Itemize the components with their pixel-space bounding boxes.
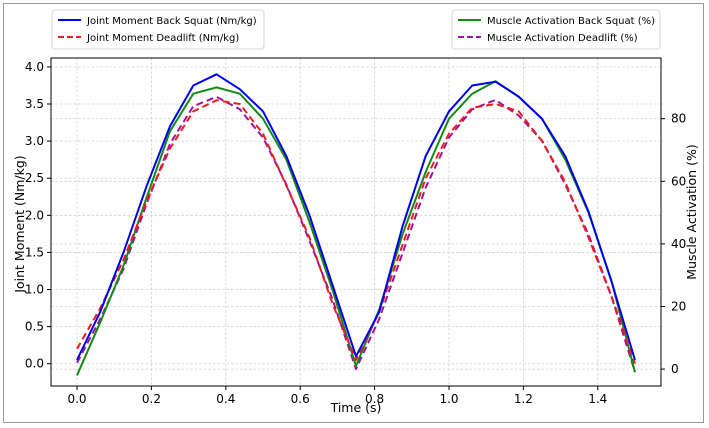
y-tick-label-1: 0.5 xyxy=(25,320,44,334)
y2-tick-label-2: 40 xyxy=(671,237,686,251)
legend-label-deadlift-activation: Muscle Activation Deadlift (%) xyxy=(487,33,638,44)
legend-label-back-squat-activation: Muscle Activation Back Squat (%) xyxy=(487,16,655,27)
y-tick-label-0: 0.0 xyxy=(25,357,44,371)
y-tick-label-6: 3.0 xyxy=(25,134,44,148)
x-tick-label-3: 0.6 xyxy=(291,392,310,406)
x-tick-label-4: 0.8 xyxy=(365,392,384,406)
x-axis-label: Time (s) xyxy=(330,400,382,415)
y2-axis-label: Muscle Activation (%) xyxy=(684,144,699,279)
y-tick-label-7: 3.5 xyxy=(25,97,44,111)
chart-frame: 0.0 0.2 0.4 0.6 0.8 1.0 1.2 1.4 0.0 0.5 1.0 1.5 2.0… xyxy=(3,3,704,423)
x-axis: 0.0 0.2 0.4 0.6 0.8 1.0 1.2 1.4 xyxy=(67,386,607,406)
y-tick-label-4: 2.0 xyxy=(25,208,44,222)
legend-right: Muscle Activation Back Squat (%) Muscle … xyxy=(451,9,661,50)
y-axis-label: Joint Moment (Nm/kg) xyxy=(12,155,27,293)
x-tick-label-5: 1.0 xyxy=(439,392,458,406)
series-layer xyxy=(76,73,636,376)
series-line-2 xyxy=(76,80,636,376)
y2-tick-label-4: 80 xyxy=(671,112,686,126)
legend-right-box xyxy=(451,9,661,50)
chart: 0.0 0.2 0.4 0.6 0.8 1.0 1.2 1.4 0.0 0.5 1.0 1.5 2.0… xyxy=(12,9,699,415)
series-line-3 xyxy=(76,95,636,373)
x-tick-label-7: 1.4 xyxy=(588,392,607,406)
legend-label-deadlift-moment: Joint Moment Deadlift (Nm/kg) xyxy=(86,33,239,44)
y2-tick-label-0: 0 xyxy=(671,362,679,376)
y-tick-label-8: 4.0 xyxy=(25,60,44,74)
y2-tick-label-3: 60 xyxy=(671,174,686,188)
y-tick-label-5: 2.5 xyxy=(25,171,44,185)
series-line-0 xyxy=(76,73,636,361)
legend-left-box xyxy=(51,9,265,50)
x-tick-label-0: 0.0 xyxy=(67,392,86,406)
x-tick-label-1: 0.2 xyxy=(142,392,161,406)
y2-tick-label-1: 20 xyxy=(671,300,686,314)
legend-label-back-squat-moment: Joint Moment Back Squat (Nm/kg) xyxy=(86,16,257,27)
y-axis-right: 0 20 40 60 80 xyxy=(661,112,686,376)
plot-area-border xyxy=(50,57,662,387)
y-axis-left: 0.0 0.5 1.0 1.5 2.0 2.5 3.0 3.5 4.0 xyxy=(25,60,51,371)
legend-left: Joint Moment Back Squat (Nm/kg) Joint Mo… xyxy=(51,9,265,50)
x-tick-label-6: 1.2 xyxy=(514,392,533,406)
x-tick-label-2: 0.4 xyxy=(216,392,235,406)
grid xyxy=(51,58,661,386)
series-line-1 xyxy=(76,99,636,365)
y-tick-label-3: 1.5 xyxy=(25,245,44,259)
y-tick-label-2: 1.0 xyxy=(25,283,44,297)
